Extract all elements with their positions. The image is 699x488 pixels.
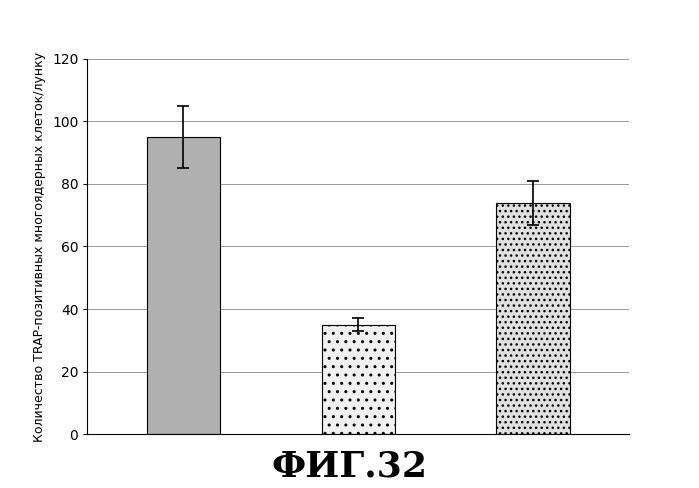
Bar	[496, 203, 570, 434]
Text: ФИГ.32: ФИГ.32	[271, 449, 428, 483]
Bar	[322, 325, 395, 434]
Bar	[147, 137, 220, 434]
Y-axis label: Количество TRAP-позитивных многоядерных клеток/лунку: Количество TRAP-позитивных многоядерных …	[34, 51, 46, 442]
